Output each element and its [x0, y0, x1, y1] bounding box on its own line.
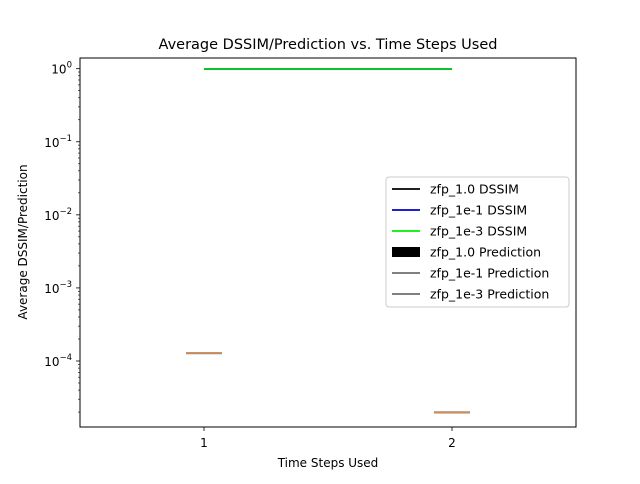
legend: zfp_1.0 DSSIM zfp_1e-1 DSSIM zfp_1e-3 DSSI… [385, 176, 570, 308]
y-axis-label: Average DSSIM/Prediction [16, 164, 30, 319]
y-tick-label: 10−1 [44, 134, 72, 150]
legend-label: zfp_1e-3 Prediction [430, 287, 549, 302]
x-tick-label: 2 [448, 436, 456, 450]
legend-label: zfp_1.0 Prediction [430, 245, 541, 260]
legend-label: zfp_1e-1 Prediction [430, 266, 549, 281]
y-tick-label: 10−4 [44, 353, 72, 369]
y-tick-label: 100 [51, 61, 72, 77]
x-tick-label: 1 [200, 436, 208, 450]
legend-items: zfp_1.0 DSSIM zfp_1e-1 DSSIM zfp_1e-3 DSSI… [392, 182, 549, 302]
legend-label: zfp_1.0 DSSIM [430, 182, 519, 197]
legend-label: zfp_1e-3 DSSIM [430, 224, 527, 239]
legend-frame [385, 176, 570, 308]
y-tick-label: 10−2 [44, 207, 72, 223]
legend-label: zfp_1e-1 DSSIM [430, 203, 527, 218]
plot-frame [79, 57, 577, 428]
prediction-boxes [186, 352, 470, 414]
legend-handle-patch [392, 247, 420, 257]
y-axis-ticks: 10−4 10−3 10−2 10−1 100 [44, 61, 80, 369]
chart-title: Average DSSIM/Prediction vs. Time Steps … [159, 37, 498, 53]
y-tick-label: 10−3 [44, 280, 72, 296]
x-axis-label: Time Steps Used [277, 456, 379, 470]
